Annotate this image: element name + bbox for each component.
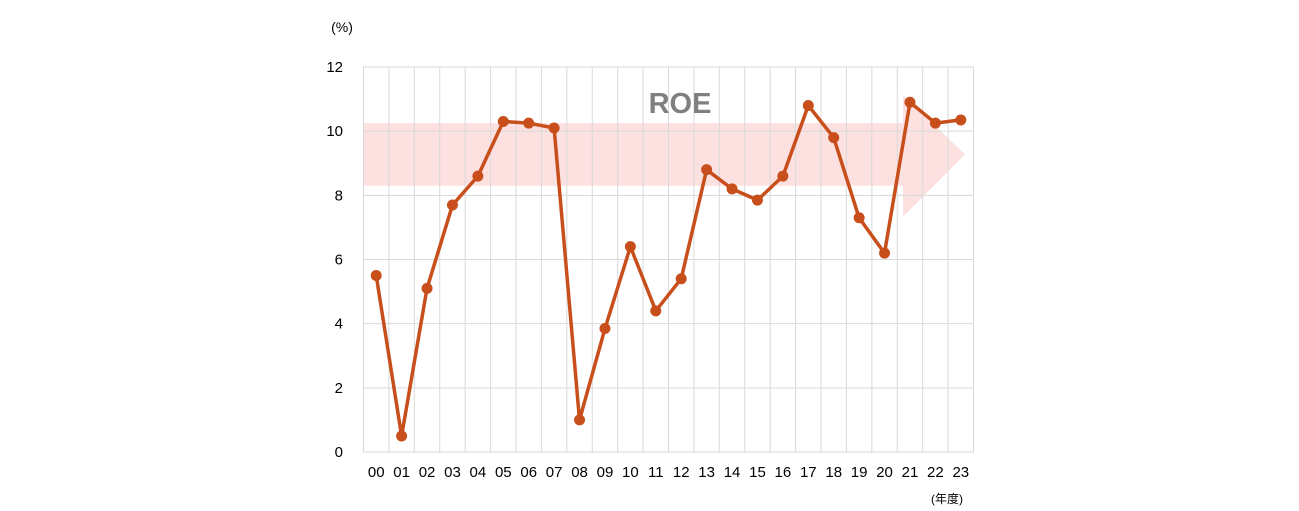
data-point-16 xyxy=(777,170,789,182)
x-tick-label: 12 xyxy=(673,464,690,481)
data-point-00 xyxy=(370,270,382,282)
x-tick-label: 03 xyxy=(444,464,461,481)
labels: (%) (年度) ROE xyxy=(331,19,963,506)
data-point-23 xyxy=(955,114,967,126)
x-tick-label: 18 xyxy=(825,464,842,481)
x-tick-label: 01 xyxy=(393,464,410,481)
x-tick-label: 04 xyxy=(470,464,487,481)
x-tick-label: 16 xyxy=(775,464,792,481)
data-point-20 xyxy=(879,247,891,259)
banner-label: ROE xyxy=(649,88,712,120)
data-point-10 xyxy=(624,241,636,253)
data-point-18 xyxy=(828,132,840,144)
x-tick-label: 23 xyxy=(952,464,969,481)
x-tick-label: 10 xyxy=(622,464,639,481)
x-tick-label: 22 xyxy=(927,464,944,481)
x-tick-label: 11 xyxy=(648,464,664,481)
data-point-09 xyxy=(599,322,611,334)
y-axis-unit: (%) xyxy=(331,19,353,35)
data-point-07 xyxy=(548,122,560,134)
data-point-01 xyxy=(396,430,408,442)
y-tick-label: 4 xyxy=(335,316,343,333)
x-tick-label: 02 xyxy=(419,464,436,481)
x-tick-label: 15 xyxy=(749,464,766,481)
x-tick-label: 00 xyxy=(368,464,385,481)
y-tick-label: 10 xyxy=(326,123,343,140)
series-line-roe xyxy=(374,100,962,438)
x-tick-label: 08 xyxy=(571,464,588,481)
data-point-03 xyxy=(446,199,458,211)
y-tick-label: 12 xyxy=(326,59,343,76)
data-point-15 xyxy=(751,194,763,206)
x-tick-label: 07 xyxy=(546,464,563,481)
banner-arrow-shape xyxy=(363,95,965,217)
data-point-21 xyxy=(904,96,916,108)
y-tick-label: 2 xyxy=(335,380,343,397)
y-tick-label: 6 xyxy=(335,252,343,269)
x-axis-unit: (年度) xyxy=(931,491,963,506)
grid-lines xyxy=(363,66,974,453)
x-tick-label: 21 xyxy=(902,464,919,481)
data-point-08 xyxy=(574,414,586,426)
data-point-17 xyxy=(802,100,814,111)
data-point-22 xyxy=(929,117,941,129)
data-point-12 xyxy=(675,273,687,285)
data-point-11 xyxy=(650,305,662,317)
y-tick-label: 8 xyxy=(335,187,343,204)
data-point-05 xyxy=(497,116,509,128)
x-tick-label: 17 xyxy=(800,464,817,481)
data-point-14 xyxy=(726,183,738,195)
y-tick-label: 0 xyxy=(335,444,343,461)
data-point-19 xyxy=(853,212,865,224)
x-tick-label: 19 xyxy=(851,464,868,481)
x-tick-label: 20 xyxy=(876,464,893,481)
x-tick-label: 13 xyxy=(698,464,715,481)
x-tick-label: 09 xyxy=(597,464,614,481)
series-roe xyxy=(370,96,967,442)
x-tick-label: 06 xyxy=(520,464,537,481)
roe-banner-arrow xyxy=(363,95,965,217)
data-point-04 xyxy=(472,170,484,182)
data-point-06 xyxy=(523,117,535,129)
x-tick-label: 05 xyxy=(495,464,512,481)
data-point-02 xyxy=(421,282,433,294)
x-tick-label: 14 xyxy=(724,464,741,481)
data-point-13 xyxy=(701,164,713,176)
